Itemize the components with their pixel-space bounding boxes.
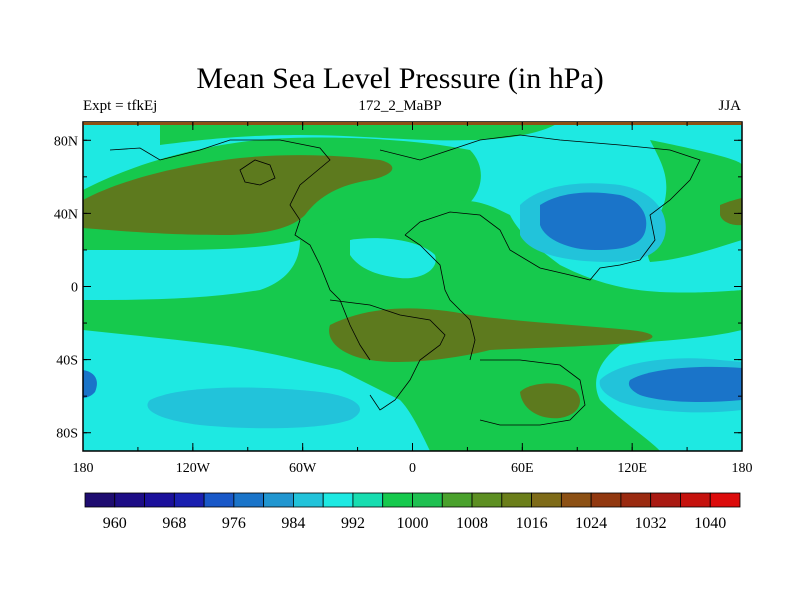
colorbar-swatch [471, 492, 503, 508]
map-title: Mean Sea Level Pressure (in hPa) [196, 62, 604, 95]
colorbar-label: 1032 [635, 515, 667, 532]
axis-ticks [82, 122, 743, 451]
colorbar-swatch [620, 492, 652, 508]
experiment-label: Expt = tfkEj [83, 98, 158, 114]
season-label: JJA [718, 98, 741, 114]
pressure-field [83, 122, 742, 451]
lon-tick-label: 120E [617, 461, 647, 476]
coastlines [109, 134, 701, 426]
coastline-africa [404, 234, 476, 361]
colorbar-swatch [650, 492, 681, 508]
lon-tick-label: 60E [511, 461, 534, 476]
colorbar-swatch [84, 492, 116, 508]
lon-tick-label: 0 [409, 461, 416, 476]
coastline-arctic-islands [239, 159, 276, 186]
colorbar-label: 1016 [516, 515, 548, 532]
colorbar-swatch [680, 492, 711, 508]
colorbar-swatch [263, 492, 294, 508]
colorbar-label: 1008 [456, 515, 488, 532]
coastline-south-america [329, 299, 446, 411]
axis-tick-labels: 180 120W 60W 0 60E 120E 180 80N 40N 0 40S 80S [54, 134, 753, 476]
colorbar-swatch [560, 492, 592, 508]
colorbar-swatch [709, 492, 741, 508]
colorbar-label: 992 [341, 515, 365, 532]
contour-low-asia-inner [540, 192, 647, 250]
lon-tick-label: 60W [289, 461, 317, 476]
colorbar-swatch [203, 492, 235, 508]
lon-tick-label: 120W [176, 461, 211, 476]
lat-tick-label: 80N [54, 134, 78, 149]
coastline-north-america [109, 139, 371, 361]
colorbar-label: 1000 [397, 515, 429, 532]
contour-green-arctic [160, 122, 560, 145]
colorbar-swatch [144, 492, 175, 508]
contour-high-south-central [329, 308, 653, 362]
colorbar-label: 976 [222, 515, 246, 532]
colorbar-label: 1040 [694, 515, 726, 532]
contour-cyan-island [350, 238, 436, 279]
contour-green-eurasia [647, 140, 742, 262]
colorbar-swatch [352, 492, 384, 508]
contour-low-south-atlantic [147, 387, 360, 429]
contour-high-east-edge [720, 198, 742, 226]
colorbar-swatch [412, 492, 443, 508]
colorbar-swatch [382, 492, 413, 508]
lon-tick-label: 180 [73, 461, 94, 476]
colorbar-label: 960 [103, 515, 127, 532]
contour-high-north-atlantic [83, 155, 393, 235]
colorbar-swatch [173, 492, 205, 508]
colorbar-swatch [322, 492, 354, 508]
colorbar-label: 1024 [575, 515, 607, 532]
colorbar-labels: 960 968 976 984 992 1000 1008 1016 1024 1032 1040 [103, 515, 726, 532]
colorbar-swatch [501, 492, 532, 508]
colorbar-swatch [531, 492, 562, 508]
lat-tick-label: 40N [54, 207, 78, 222]
colorbar-swatch [293, 492, 324, 508]
lat-tick-label: 0 [71, 281, 78, 296]
colorbar-swatch [114, 492, 145, 508]
colorbar-swatch [590, 492, 622, 508]
lat-tick-label: 80S [56, 427, 78, 442]
lon-tick-label: 180 [732, 461, 753, 476]
colorbar-label: 984 [281, 515, 305, 532]
lat-tick-label: 40S [56, 354, 78, 369]
contour-high-south-indian [520, 383, 580, 419]
colorbar [84, 492, 741, 508]
coastline-eurasia [379, 134, 701, 281]
colorbar-label: 968 [162, 515, 186, 532]
contour-low-south-pacific-inner [628, 366, 742, 403]
time-label: 172_2_MaBP [358, 98, 442, 114]
coastline-australia [479, 359, 586, 426]
colorbar-swatch [233, 492, 265, 508]
contour-low-west-edge [83, 370, 97, 398]
colorbar-swatch [441, 492, 473, 508]
